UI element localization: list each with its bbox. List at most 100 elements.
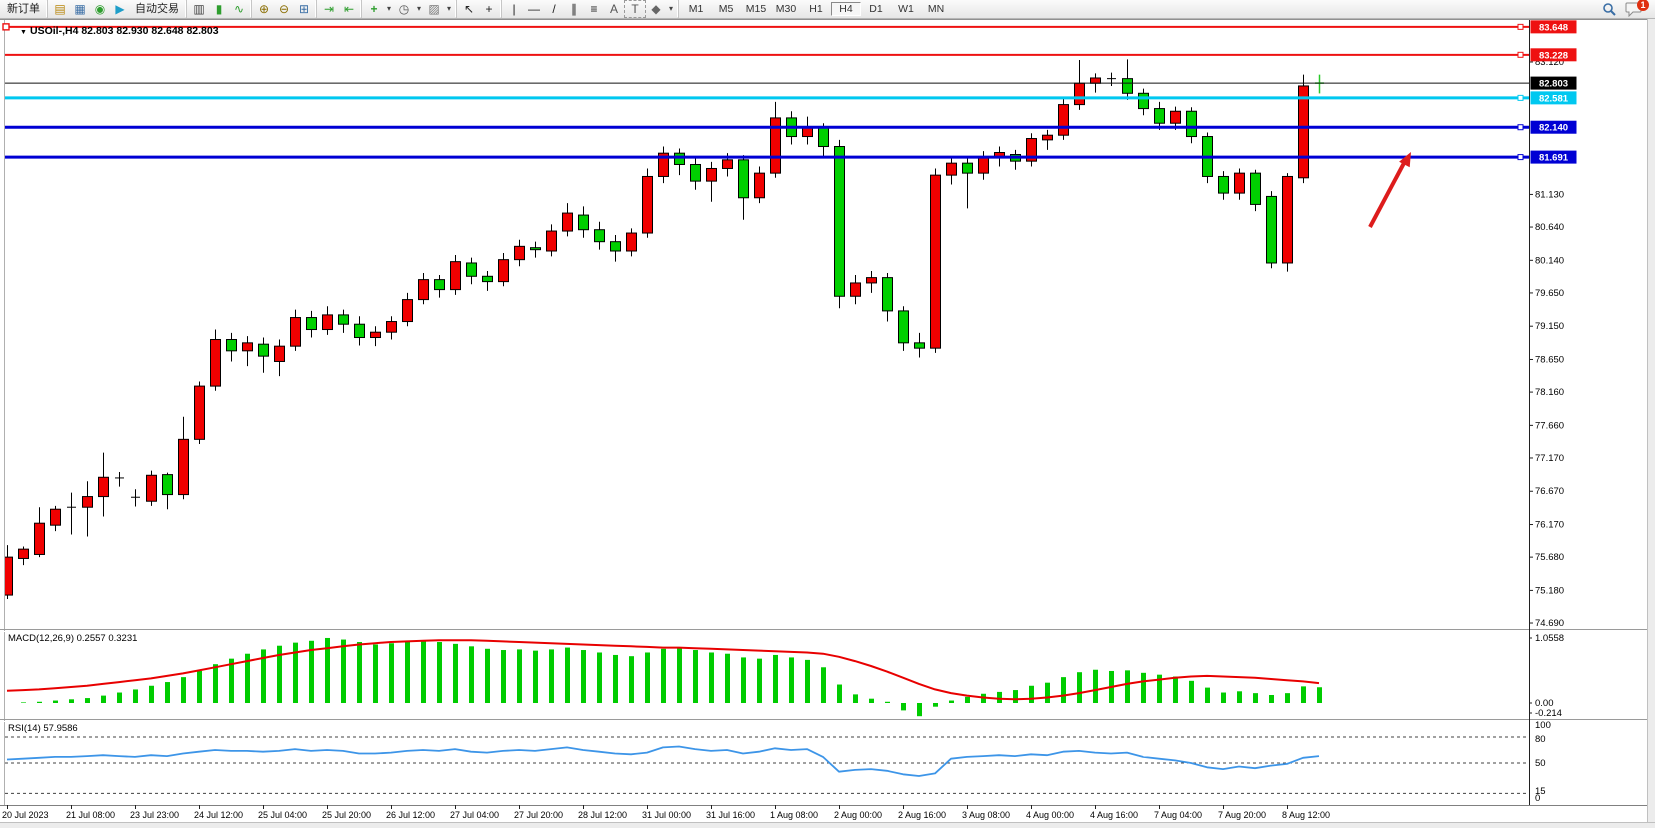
crosshair-icon[interactable]: + [485, 2, 493, 16]
svg-text:76.670: 76.670 [1535, 486, 1564, 497]
svg-text:4 Aug 16:00: 4 Aug 16:00 [1090, 810, 1138, 820]
window-edge-right [1647, 18, 1655, 828]
svg-text:-0.214: -0.214 [1535, 708, 1562, 719]
templates-caret[interactable]: ▾ [446, 4, 451, 13]
periods-icon[interactable]: ◷ [398, 2, 410, 16]
svg-text:25 Jul 04:00: 25 Jul 04:00 [258, 810, 307, 820]
svg-text:80.640: 80.640 [1535, 222, 1564, 233]
svg-text:1 Aug 08:00: 1 Aug 08:00 [770, 810, 818, 820]
signals-icon[interactable]: ◉ [94, 2, 106, 16]
trend-arrow[interactable] [1368, 152, 1411, 228]
autotrade-button[interactable]: 自动交易 [135, 3, 179, 15]
svg-text:79.150: 79.150 [1535, 321, 1564, 332]
toolbar-group: ⇥ ⇤ [316, 0, 361, 18]
trendline-icon[interactable]: / [552, 2, 556, 16]
time-axis[interactable]: 20 Jul 2023 21 Jul 08:00 23 Jul 23:00 24 Ju… [2, 805, 1330, 820]
cursor-icon[interactable]: ↖ [463, 2, 475, 16]
fibonacci-icon[interactable]: ≡ [590, 2, 598, 16]
svg-text:4 Aug 00:00: 4 Aug 00:00 [1026, 810, 1074, 820]
svg-text:83.228: 83.228 [1539, 50, 1568, 61]
svg-text:7 Aug 20:00: 7 Aug 20:00 [1218, 810, 1266, 820]
channel-icon[interactable]: ∥ [571, 2, 577, 16]
candles-layer [5, 59, 1324, 600]
svg-text:7 Aug 04:00: 7 Aug 04:00 [1154, 810, 1202, 820]
templates-icon[interactable]: ▨ [428, 2, 440, 16]
svg-text:31 Jul 00:00: 31 Jul 00:00 [642, 810, 691, 820]
autotrade-icon[interactable]: ▶ [115, 2, 125, 16]
timeframe-h1[interactable]: H1 [809, 3, 823, 15]
price-axis[interactable]: 83.120 81.130 80.640 80.140 79.650 79.150 78.6… [1529, 57, 1564, 629]
vertical-line-icon[interactable]: | [512, 2, 516, 16]
svg-text:23 Jul 23:00: 23 Jul 23:00 [130, 810, 179, 820]
window-edge-bottom [0, 822, 1655, 828]
arrows-caret[interactable]: ▾ [668, 4, 673, 13]
search-icon[interactable] [1599, 1, 1619, 17]
hline-83.228[interactable]: 83.228 [5, 48, 1577, 62]
indicators-caret[interactable]: ▾ [386, 4, 391, 13]
timeframe-h4[interactable]: H4 [831, 2, 861, 16]
chat-icon[interactable]: 1 [1625, 0, 1649, 18]
svg-text:82.581: 82.581 [1539, 93, 1569, 104]
auto-scroll-icon[interactable]: ⇥ [323, 2, 335, 16]
svg-text:24 Jul 12:00: 24 Jul 12:00 [194, 810, 243, 820]
timeframe-mn[interactable]: MN [927, 3, 945, 15]
hline-82.581[interactable]: 82.581 [5, 91, 1577, 105]
zoom-in-icon[interactable]: ⊕ [258, 2, 270, 16]
chart-title: USOil-,H4 82.803 82.930 82.648 82.803 [30, 25, 219, 37]
tile-windows-icon[interactable]: ⊞ [298, 2, 310, 16]
svg-text:75.180: 75.180 [1535, 585, 1564, 596]
hline-82.803[interactable]: 82.803 [5, 76, 1577, 90]
notification-badge[interactable]: 1 [1637, 0, 1649, 11]
svg-text:27 Jul 20:00: 27 Jul 20:00 [514, 810, 563, 820]
svg-text:76.170: 76.170 [1535, 520, 1564, 531]
svg-text:79.650: 79.650 [1535, 288, 1564, 299]
horizontal-line-icon[interactable]: — [528, 2, 540, 16]
svg-text:80.140: 80.140 [1535, 255, 1564, 266]
svg-text:50: 50 [1535, 758, 1546, 769]
svg-text:20 Jul 2023: 20 Jul 2023 [2, 810, 49, 820]
toolbar-group: M1 M5 M15 M30 H1 H4 D1 W1 MN [678, 0, 953, 18]
hline-83.648[interactable]: 83.648 [2, 20, 1577, 34]
timeframe-m15[interactable]: M15 [745, 3, 767, 15]
toolbar-group: | — / ∥ ≡ A T ◆ ▾ [501, 0, 678, 18]
new-order-button[interactable]: 新订单 [7, 3, 40, 15]
chart-shift-icon[interactable]: ⇤ [343, 2, 355, 16]
indicators-icon[interactable]: + [370, 2, 378, 16]
svg-text:26 Jul 12:00: 26 Jul 12:00 [386, 810, 435, 820]
svg-text:▼: ▼ [20, 29, 27, 36]
svg-text:78.650: 78.650 [1535, 354, 1564, 365]
svg-text:83.120: 83.120 [1535, 57, 1564, 68]
text-icon[interactable]: A [609, 2, 618, 16]
timeframe-m30[interactable]: M30 [775, 3, 797, 15]
label-icon[interactable]: T [624, 0, 646, 18]
timeframe-w1[interactable]: W1 [898, 3, 914, 15]
zoom-out-icon[interactable]: ⊖ [278, 2, 290, 16]
svg-text:81.130: 81.130 [1535, 189, 1564, 200]
arrows-icon[interactable]: ◆ [651, 2, 661, 16]
svg-text:21 Jul 08:00: 21 Jul 08:00 [66, 810, 115, 820]
hline-81.691[interactable]: 81.691 [5, 150, 1577, 164]
periods-caret[interactable]: ▾ [416, 4, 421, 13]
toolbar: 新订单 ▤ ▦ ◉ ▶ 自动交易 ▥ ▮ ∿ ⊕ ⊖ ⊞ ⇥ ⇤ + ▾ ◷ ▾ ▨ ▾ ↖ + | — / ∥ ≡ A T ◆ ▾ M1 M5… [0, 0, 1655, 19]
profiles-icon[interactable]: ▦ [74, 2, 86, 16]
svg-text:100: 100 [1535, 720, 1551, 731]
svg-text:77.170: 77.170 [1535, 453, 1564, 464]
svg-text:77.660: 77.660 [1535, 420, 1564, 431]
svg-text:81.691: 81.691 [1539, 153, 1569, 164]
timeframe-m1[interactable]: M1 [688, 3, 704, 15]
timeframe-d1[interactable]: D1 [869, 3, 883, 15]
hline-82.140[interactable]: 82.140 [5, 120, 1577, 134]
line-chart-icon[interactable]: ∿ [233, 2, 245, 16]
rsi-pane: RSI(14) 57.9586 100 80 50 150 [5, 720, 1551, 804]
svg-text:0: 0 [1535, 793, 1540, 804]
bar-chart-icon[interactable]: ▥ [193, 2, 205, 16]
candlestick-chart-icon[interactable]: ▮ [215, 2, 223, 16]
svg-text:25 Jul 20:00: 25 Jul 20:00 [322, 810, 371, 820]
open-chart-icon[interactable]: ▤ [54, 2, 66, 16]
chart-area: 83.120 81.130 80.640 80.140 79.650 79.150 78.6… [0, 18, 1655, 828]
chart-title-group: ▼ USOil-,H4 82.803 82.930 82.648 82.803 [20, 25, 219, 37]
svg-text:28 Jul 12:00: 28 Jul 12:00 [578, 810, 627, 820]
timeframe-m5[interactable]: M5 [718, 3, 734, 15]
chart-canvas[interactable]: 83.120 81.130 80.640 80.140 79.650 79.150 78.6… [0, 18, 1655, 828]
